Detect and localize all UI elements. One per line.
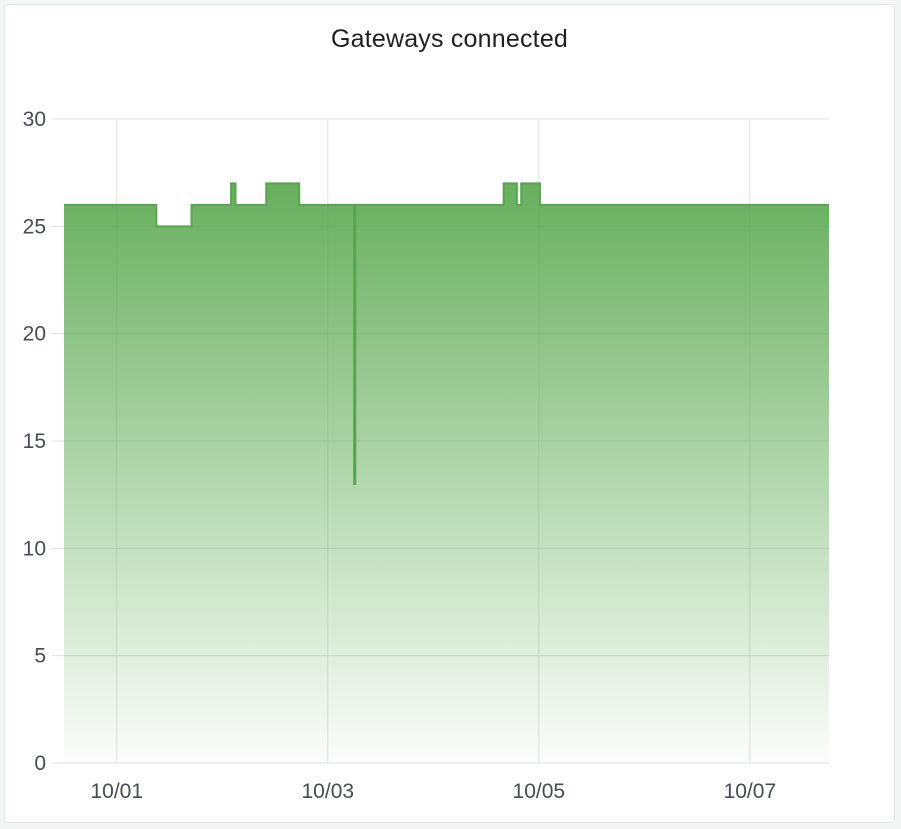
y-tick-label: 15 — [23, 430, 46, 453]
x-tick-label: 10/01 — [90, 780, 143, 803]
y-tick-label: 20 — [23, 323, 46, 346]
y-tick-label: 30 — [23, 108, 46, 131]
x-tick-label: 10/07 — [724, 780, 777, 803]
series-area — [63, 182, 830, 763]
y-tick-label: 0 — [34, 752, 46, 775]
series-0-fill — [64, 183, 829, 763]
x-axis: 10/01 10/03 10/05 10/07 — [90, 780, 776, 803]
x-tick-label: 10/03 — [302, 780, 355, 803]
y-tick-label: 5 — [34, 645, 46, 668]
y-tick-label: 10 — [23, 537, 46, 560]
series-0-line — [64, 182, 829, 485]
x-tick-label: 10/05 — [513, 780, 566, 803]
panel-title: Gateways connected — [330, 25, 569, 53]
y-axis: 0 5 10 15 20 25 30 — [23, 108, 46, 775]
y-tick-label: 25 — [23, 215, 46, 238]
